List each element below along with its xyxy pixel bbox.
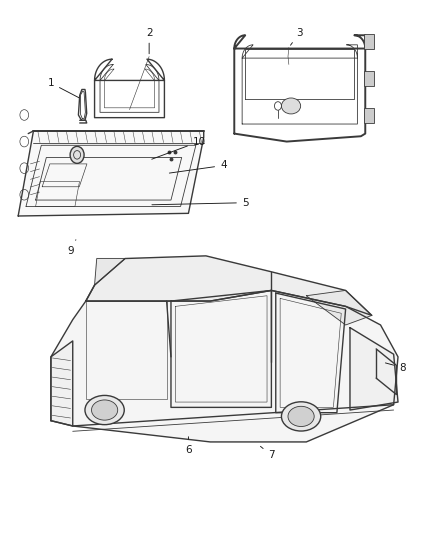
Text: 9: 9: [67, 240, 76, 255]
Ellipse shape: [282, 402, 321, 431]
Text: 4: 4: [170, 160, 227, 173]
Text: 1: 1: [48, 78, 79, 98]
Ellipse shape: [85, 395, 124, 425]
Polygon shape: [306, 290, 372, 325]
FancyBboxPatch shape: [364, 34, 374, 49]
Text: 6: 6: [185, 437, 192, 455]
Text: 5: 5: [152, 198, 248, 208]
Circle shape: [70, 147, 84, 164]
Polygon shape: [18, 131, 204, 216]
Text: 8: 8: [385, 362, 406, 373]
Ellipse shape: [92, 400, 118, 420]
Text: 3: 3: [290, 28, 303, 45]
Polygon shape: [51, 341, 73, 426]
Polygon shape: [350, 328, 398, 410]
Polygon shape: [86, 256, 372, 316]
Ellipse shape: [282, 98, 300, 114]
FancyBboxPatch shape: [364, 108, 374, 123]
Polygon shape: [95, 259, 125, 285]
Text: 7: 7: [261, 446, 275, 460]
Polygon shape: [51, 290, 398, 442]
Text: 2: 2: [146, 28, 152, 54]
Ellipse shape: [288, 406, 314, 426]
Text: 10: 10: [152, 136, 206, 159]
FancyBboxPatch shape: [364, 71, 374, 86]
